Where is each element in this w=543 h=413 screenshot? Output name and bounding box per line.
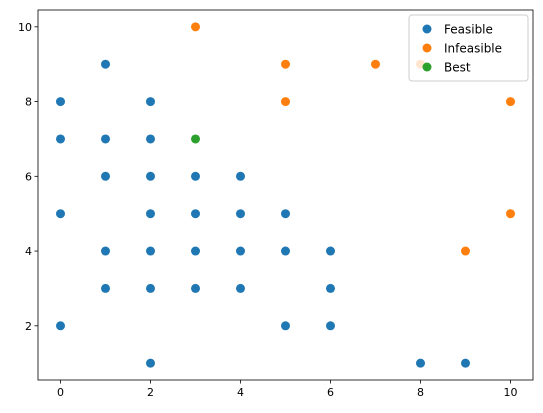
best-legend-marker	[422, 62, 432, 72]
axes: 0 2 4 6 8 10 2 4 6 8 10	[18, 9, 534, 399]
feasible-point	[281, 321, 290, 331]
feasible-point	[236, 246, 245, 256]
plot-frame	[37, 9, 534, 381]
feasible-point	[146, 134, 155, 144]
feasible-point	[326, 321, 335, 331]
x-tick-label: 0	[57, 386, 64, 399]
feasible-point	[56, 321, 65, 331]
feasible-point	[191, 171, 200, 181]
legend-label: Feasible	[444, 23, 493, 37]
infeasible-point	[191, 22, 200, 32]
x-tick-label: 8	[417, 386, 424, 399]
feasible-point	[326, 246, 335, 256]
infeasible-point	[281, 97, 290, 107]
feasible-point	[191, 246, 200, 256]
legend: Feasible Infeasible Best	[408, 14, 529, 82]
best-point	[191, 134, 200, 144]
infeasible-legend-marker	[422, 43, 432, 53]
feasible-point	[146, 171, 155, 181]
feasible-point	[416, 358, 425, 368]
feasible-point	[101, 246, 110, 256]
feasible-point	[461, 358, 470, 368]
feasible-point	[146, 358, 155, 368]
legend-label: Infeasible	[444, 42, 502, 56]
infeasible-point	[281, 59, 290, 69]
infeasible-point	[461, 246, 470, 256]
feasible-point	[281, 209, 290, 219]
feasible-point	[236, 171, 245, 181]
feasible-point	[146, 97, 155, 107]
feasible-point	[146, 283, 155, 293]
feasible-point	[101, 171, 110, 181]
y-tick-label: 2	[25, 320, 32, 333]
x-tick-label: 2	[147, 386, 154, 399]
x-tick-label: 4	[237, 386, 244, 399]
legend-box	[408, 14, 529, 82]
feasible-point	[56, 134, 65, 144]
feasible-point	[101, 283, 110, 293]
data-points	[56, 22, 515, 368]
y-tick-label: 8	[25, 96, 32, 109]
y-tick-label: 4	[25, 245, 32, 258]
x-tick-label: 6	[327, 386, 334, 399]
feasible-point	[236, 283, 245, 293]
feasible-point	[236, 209, 245, 219]
infeasible-point	[506, 97, 515, 107]
feasible-point	[56, 209, 65, 219]
infeasible-point	[506, 209, 515, 219]
infeasible-point	[371, 59, 380, 69]
feasible-point	[146, 209, 155, 219]
feasible-point	[146, 246, 155, 256]
legend-label: Best	[444, 61, 471, 75]
feasible-point	[191, 209, 200, 219]
y-tick-label: 6	[25, 170, 32, 183]
feasible-point	[281, 246, 290, 256]
x-tick-label: 10	[504, 386, 518, 399]
feasible-point	[56, 97, 65, 107]
feasible-point	[101, 134, 110, 144]
feasible-legend-marker	[422, 24, 432, 34]
feasible-point	[191, 283, 200, 293]
feasible-point	[326, 283, 335, 293]
y-tick-label: 10	[18, 21, 32, 34]
feasible-point	[101, 59, 110, 69]
